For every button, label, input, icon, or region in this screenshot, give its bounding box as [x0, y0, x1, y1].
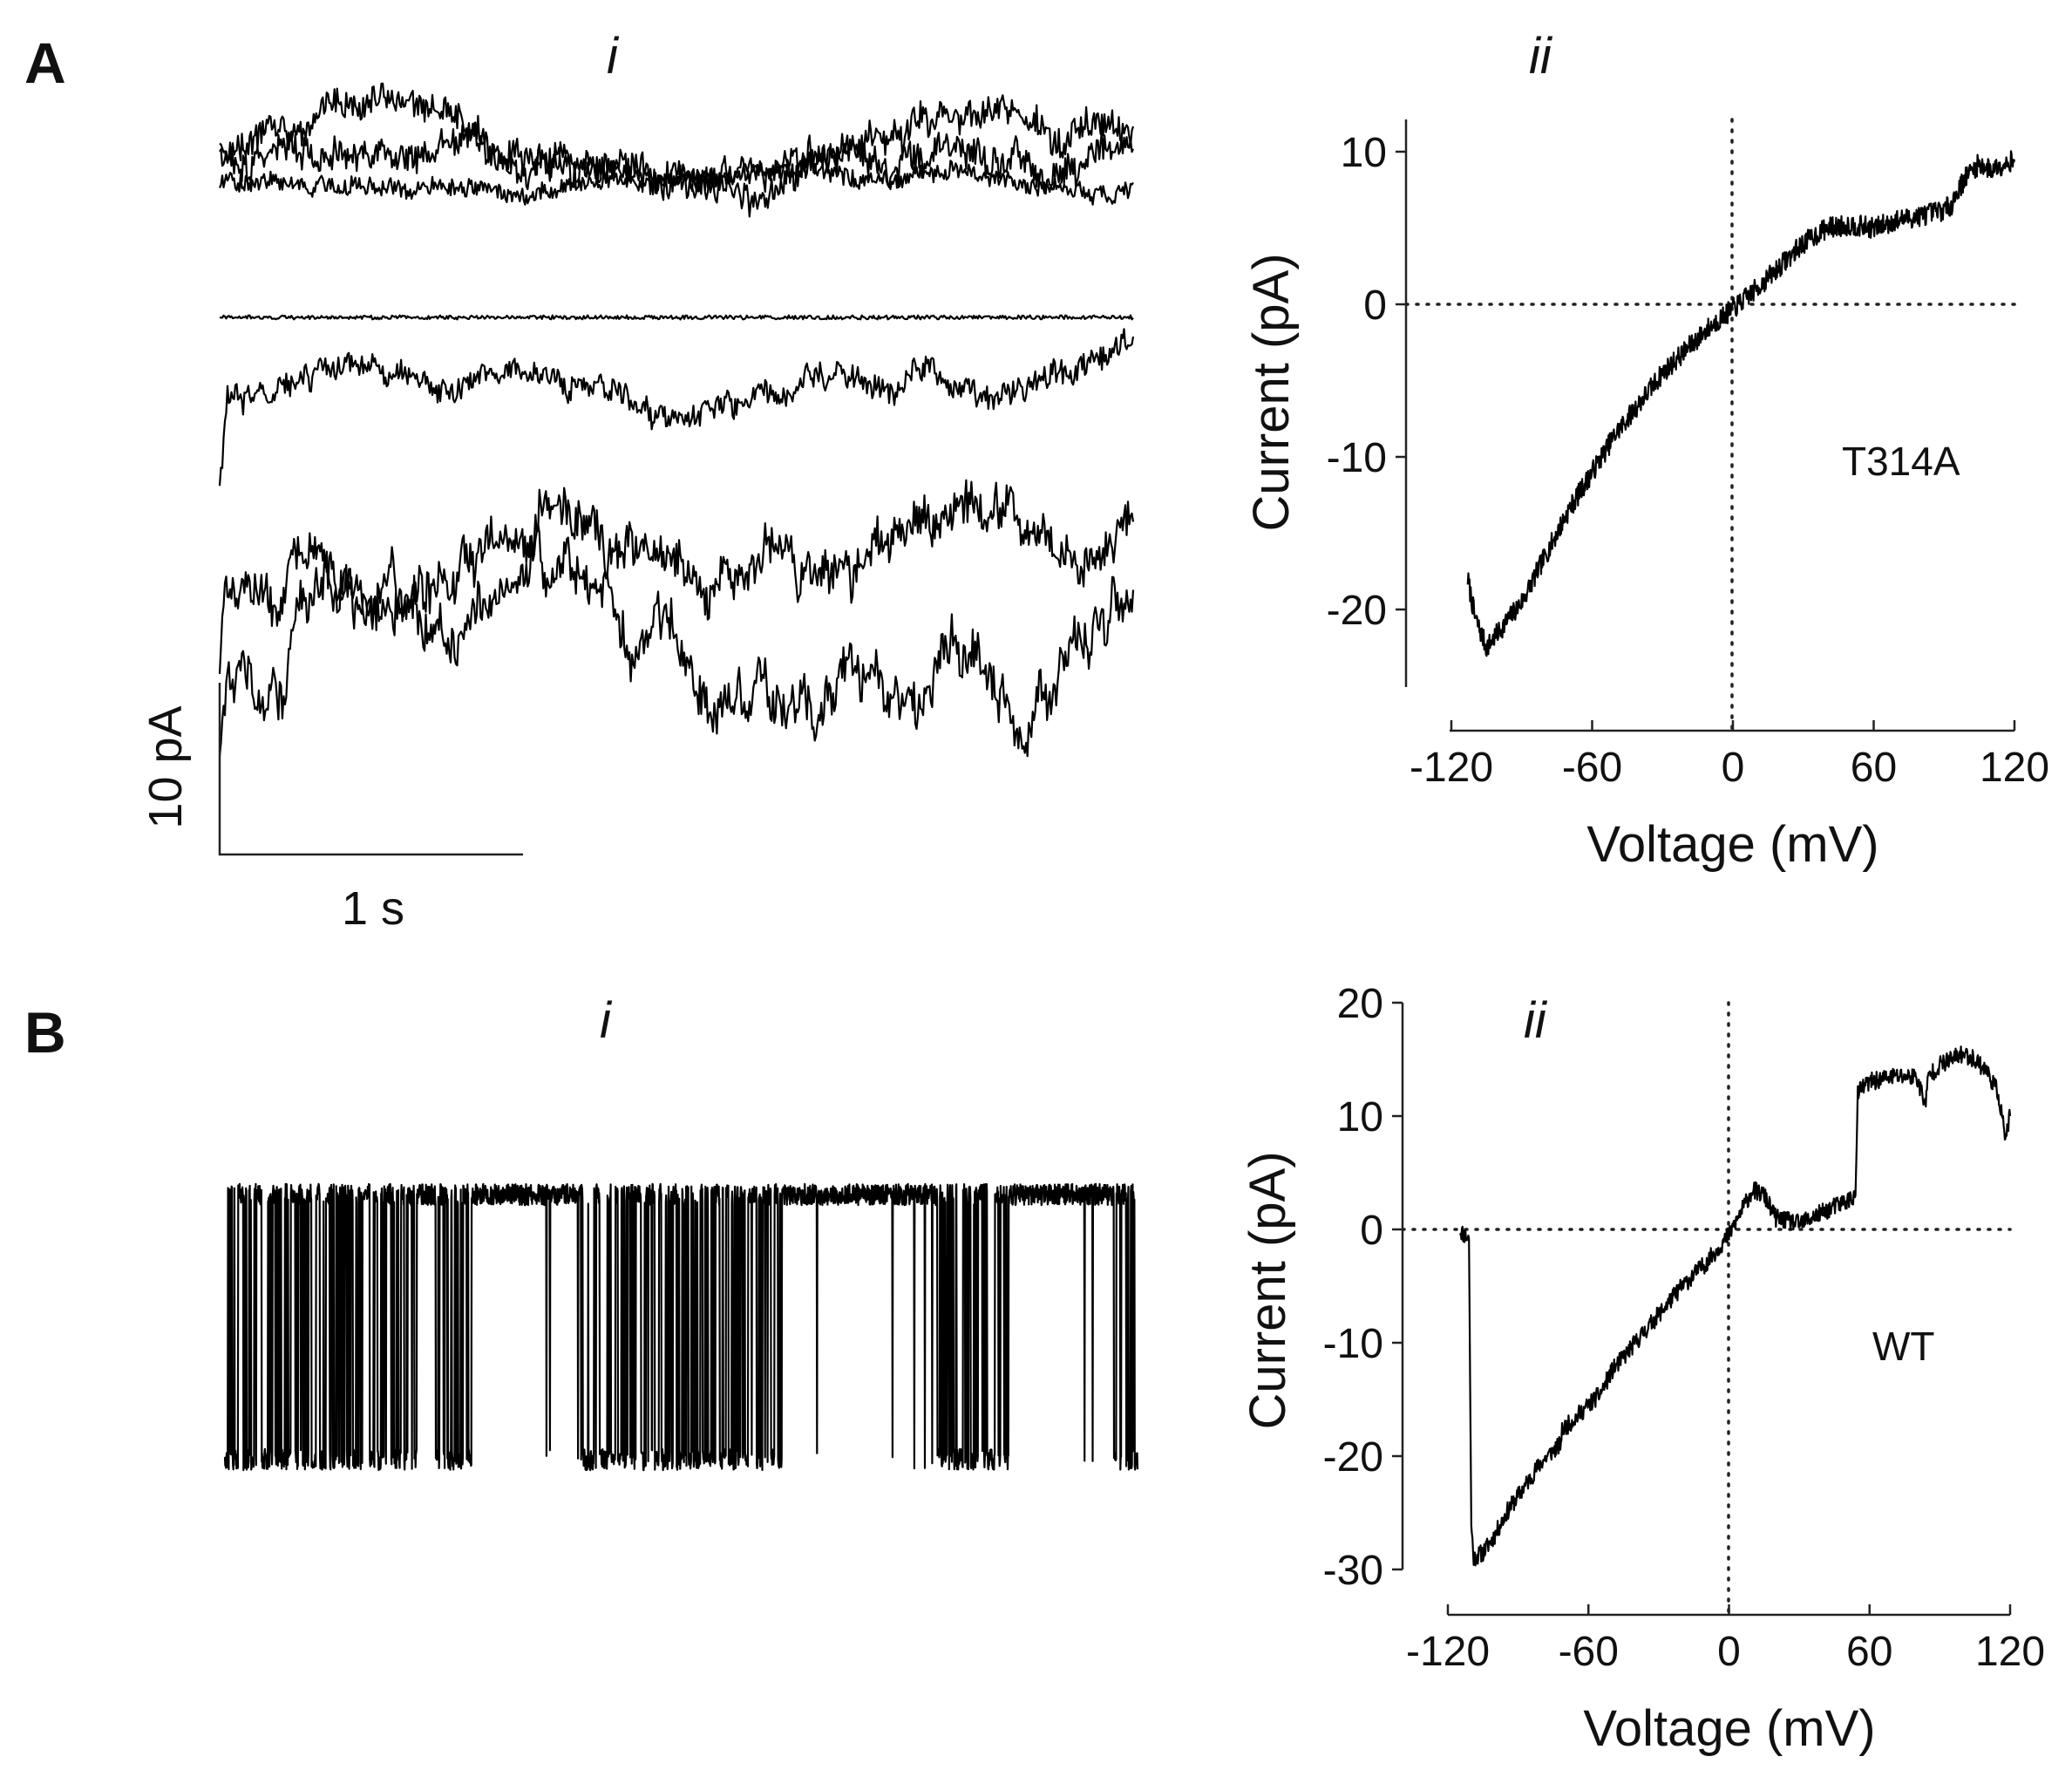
panel-b-ii-x-tick-label: 0: [1717, 1629, 1741, 1675]
panel-b-ii-y-ticks: 20 10 0 -10 -20 -30: [1323, 981, 1403, 1594]
panel-a-i-sweep: [218, 523, 1135, 758]
panel-a-letter: A: [24, 31, 66, 95]
panel-a-ii-label: ii: [1529, 28, 1553, 85]
panel-b-ii-x-ticks: -120 -60 0 60 120: [1406, 1604, 2045, 1675]
panel-a-ii-y-tick-label: -20: [1327, 588, 1387, 634]
panel-b-ii-y-tick-label: -10: [1323, 1321, 1383, 1367]
panel-b-ii-y-tick-label: -20: [1323, 1434, 1383, 1481]
panel-b-ii-annotation: WT: [1872, 1324, 1935, 1369]
panel-a-i-label: i: [607, 28, 620, 85]
panel-b-letter: B: [24, 1000, 66, 1065]
panel-b-i-label: i: [600, 992, 613, 1049]
panel-b-ii-plot: 20 10 0 -10 -20 -30 -120 -60 0 60 120 WT Voltage …: [1240, 981, 2045, 1757]
panel-a-ii-y-tick-label: 0: [1363, 283, 1387, 329]
panel-b-ii-x-tick-label: -60: [1559, 1629, 1619, 1675]
panel-a-ii-y-tick-label: 10: [1341, 130, 1387, 176]
panel-a-i-sweep: [218, 328, 1135, 487]
panel-b-ii-y-tick-label: 20: [1337, 981, 1383, 1027]
panel-b-ii-iv-trace: [1459, 1045, 2012, 1567]
scale-bar-time-label: 1 s: [342, 882, 404, 935]
scale-bar-lines: [218, 683, 523, 856]
panel-a-ii-y-ticks: 10 0 -10 -20: [1327, 130, 1406, 634]
panel-a-ii-iv-trace: [1466, 150, 2016, 657]
panel-b-ii-y-tick-label: 10: [1337, 1094, 1383, 1140]
panel-a-ii-plot: 10 0 -10 -20 -120 -60 0 60 120 T314A Voltage (m…: [1243, 118, 2049, 873]
panel-a-ii-x-tick-label: -120: [1410, 745, 1493, 791]
panel-a-i-sweep: [218, 157, 1134, 206]
panel-a-ii-x-tick-label: 120: [1980, 745, 2049, 791]
panel-a-ii-y-axis-title: Current (pA): [1243, 253, 1300, 531]
panel-a-ii-x-ticks: -120 -60 0 60 120: [1410, 720, 2049, 791]
panel-a-ii-y-tick-label: -10: [1327, 435, 1387, 481]
scale-bar-current-label: 10 pA: [139, 705, 192, 828]
panel-b-ii-y-axis-title: Current (pA): [1240, 1151, 1296, 1429]
panel-a-i-traces: [218, 82, 1135, 758]
panel-b-i-record: [223, 1182, 1139, 1472]
panel-a-ii-x-tick-label: 0: [1722, 745, 1745, 791]
panel-b-ii-x-tick-label: -120: [1406, 1629, 1490, 1675]
panel-b-i-traces: [223, 1182, 1139, 1472]
panel-a-ii-x-tick-label: 60: [1851, 745, 1897, 791]
panel-b-ii-x-tick-label: 60: [1846, 1629, 1892, 1675]
panel-a-ii-x-tick-label: -60: [1562, 745, 1622, 791]
panel-b-ii-x-tick-label: 120: [1975, 1629, 2045, 1675]
panel-a-ii-x-axis-title: Voltage (mV): [1586, 816, 1878, 873]
panel-a-i-sweep: [219, 114, 1135, 218]
panel-b-ii-y-tick-label: 0: [1360, 1208, 1383, 1254]
scale-bar: 10 pA 1 s: [139, 683, 523, 935]
panel-b-ii-x-axis-title: Voltage (mV): [1583, 1700, 1875, 1757]
panel-b-ii-y-tick-label: -30: [1323, 1548, 1383, 1594]
panel-b-ii-label: ii: [1524, 992, 1548, 1049]
panel-a-ii-annotation: T314A: [1842, 439, 1960, 484]
panel-a-i-sweep: [219, 314, 1134, 321]
